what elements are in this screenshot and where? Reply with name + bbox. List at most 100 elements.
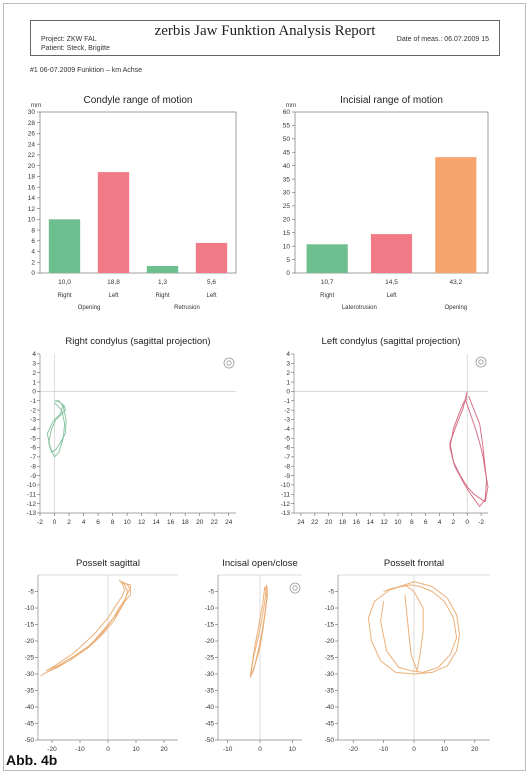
incisal-chart: Incisial range of motion mm 0 5 10 15 20 25 30 35… bbox=[283, 95, 489, 311]
incisal-open-close-chart: Incisal open/close -5 -10 -15 -20 -25 -30 -35 -4… bbox=[205, 558, 302, 753]
x-tick-label: 6 bbox=[96, 519, 100, 526]
y-tick-label: 24 bbox=[28, 141, 36, 148]
x-tick-label: 20 bbox=[196, 519, 204, 526]
x-tick-label: 6 bbox=[424, 519, 428, 526]
y-tick-label: 0 bbox=[32, 389, 36, 396]
y-tick-label: 60 bbox=[283, 109, 291, 116]
x-tick-label: 8 bbox=[410, 519, 414, 526]
y-tick-label: -35 bbox=[25, 688, 35, 695]
y-tick-label: -13 bbox=[281, 510, 291, 517]
trace-line bbox=[404, 584, 424, 672]
x-tick-label: 20 bbox=[325, 519, 333, 526]
x-tick-label: 8 bbox=[111, 519, 115, 526]
y-tick-label: -4 bbox=[30, 426, 36, 433]
y-tick-label: 4 bbox=[32, 351, 36, 358]
x-tick-label: -2 bbox=[37, 519, 43, 526]
trace-line bbox=[367, 581, 461, 675]
y-tick-label: -45 bbox=[25, 721, 35, 728]
y-tick-label: -25 bbox=[325, 655, 335, 662]
category-label: Right bbox=[320, 293, 334, 299]
y-tick-label: 4 bbox=[31, 249, 35, 256]
replay-icon bbox=[223, 357, 235, 369]
bar bbox=[370, 234, 413, 273]
y-tick-label: -8 bbox=[284, 463, 290, 470]
trace-line bbox=[45, 579, 129, 672]
bar-value-label: 1,3 bbox=[158, 279, 167, 286]
y-tick-label: -10 bbox=[325, 605, 335, 612]
y-tick-label: 2 bbox=[32, 370, 36, 377]
y-tick-label: 12 bbox=[28, 206, 36, 213]
x-tick-label: -20 bbox=[348, 746, 358, 753]
chart-title: Left condylus (sagittal projection) bbox=[322, 336, 461, 347]
y-tick-label: -35 bbox=[205, 688, 215, 695]
y-tick-label: -5 bbox=[328, 589, 334, 596]
replay-icon bbox=[475, 356, 487, 368]
y-tick-label: 8 bbox=[31, 227, 35, 234]
x-tick-label: 0 bbox=[258, 746, 262, 753]
y-tick-label: 3 bbox=[32, 361, 36, 368]
session-label: #1 06-07.2009 Funktion – km Achse bbox=[30, 67, 143, 74]
y-tick-label: 14 bbox=[28, 195, 36, 202]
y-tick-label: -1 bbox=[284, 398, 290, 405]
bar-value-label: 10,0 bbox=[58, 279, 71, 286]
y-tick-label: -40 bbox=[325, 704, 335, 711]
x-tick-label: 10 bbox=[441, 746, 449, 753]
x-tick-label: 10 bbox=[132, 746, 140, 753]
y-tick-label: 10 bbox=[28, 217, 36, 224]
x-tick-label: 12 bbox=[380, 519, 388, 526]
x-tick-label: 16 bbox=[167, 519, 175, 526]
y-tick-label: 1 bbox=[32, 379, 36, 386]
chart-title: Condyle range of motion bbox=[84, 95, 193, 106]
category-label: Right bbox=[155, 293, 169, 299]
y-tick-label: -10 bbox=[25, 605, 35, 612]
x-tick-label: 22 bbox=[211, 519, 219, 526]
x-tick-label: 0 bbox=[53, 519, 57, 526]
x-tick-label: 16 bbox=[353, 519, 361, 526]
patient-label: Patient: Steck, Brigitte bbox=[41, 45, 110, 52]
y-tick-label: 3 bbox=[286, 361, 290, 368]
y-unit-label: mm bbox=[31, 102, 42, 109]
y-tick-label: 20 bbox=[28, 163, 36, 170]
y-tick-label: -50 bbox=[205, 737, 215, 744]
group-label: Opening bbox=[444, 305, 467, 311]
y-tick-label: -20 bbox=[25, 638, 35, 645]
x-tick-label: -2 bbox=[478, 519, 484, 526]
x-tick-label: 4 bbox=[438, 519, 442, 526]
x-tick-label: 10 bbox=[289, 746, 297, 753]
y-tick-label: -20 bbox=[205, 638, 215, 645]
y-tick-label: -12 bbox=[281, 501, 291, 508]
y-tick-label: 0 bbox=[286, 389, 290, 396]
y-tick-label: 1 bbox=[286, 379, 290, 386]
y-tick-label: -4 bbox=[284, 426, 290, 433]
y-tick-label: -10 bbox=[205, 605, 215, 612]
posselt-sagittal-chart: Posselt sagittal -5 -10 -15 -20 -25 -30 -35 -40 -… bbox=[25, 558, 178, 753]
y-tick-label: 30 bbox=[28, 109, 36, 116]
trace-line bbox=[40, 581, 131, 677]
project-label: Project: ZKW FAL bbox=[41, 36, 97, 43]
y-tick-label: 10 bbox=[283, 243, 291, 250]
y-tick-label: -10 bbox=[281, 482, 291, 489]
chart-title: Right condylus (sagittal projection) bbox=[65, 336, 210, 347]
category-label: Left bbox=[386, 293, 396, 299]
report-title: zerbis Jaw Funktion Analysis Report bbox=[154, 23, 376, 39]
x-tick-label: 4 bbox=[82, 519, 86, 526]
x-tick-label: 14 bbox=[153, 519, 161, 526]
y-tick-label: -20 bbox=[325, 638, 335, 645]
x-tick-label: 20 bbox=[160, 746, 168, 753]
y-tick-label: -13 bbox=[27, 510, 37, 517]
y-tick-label: 6 bbox=[31, 238, 35, 245]
y-tick-label: -40 bbox=[205, 704, 215, 711]
y-tick-label: -12 bbox=[27, 501, 37, 508]
bar bbox=[97, 172, 130, 273]
y-tick-label: 50 bbox=[283, 136, 291, 143]
y-tick-label: -50 bbox=[325, 737, 335, 744]
y-tick-label: -30 bbox=[205, 671, 215, 678]
category-label: Left bbox=[206, 293, 216, 299]
bar bbox=[306, 244, 348, 273]
bar bbox=[195, 242, 228, 273]
y-tick-label: 2 bbox=[31, 259, 35, 266]
y-tick-label: -5 bbox=[284, 435, 290, 442]
chart-title: Incisial range of motion bbox=[340, 95, 443, 106]
group-label: Laterotrusion bbox=[342, 305, 377, 311]
y-tick-label: -1 bbox=[30, 398, 36, 405]
